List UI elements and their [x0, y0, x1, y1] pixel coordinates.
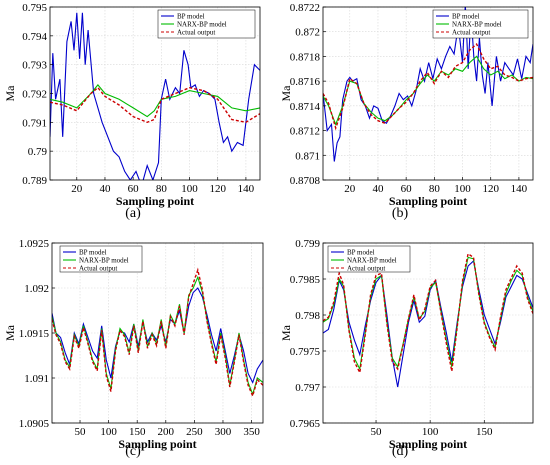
- series-group: [323, 7, 533, 162]
- series-group: [323, 252, 533, 388]
- y-axis-label: Ma: [3, 85, 17, 102]
- y-tick-label: 0.799: [295, 238, 320, 250]
- x-tick-label: 50: [371, 426, 383, 438]
- y-tick-label: 1.0905: [19, 418, 50, 430]
- x-axis-label: Sampling point: [116, 194, 194, 208]
- y-tick-label: 0.795: [22, 2, 47, 14]
- y-tick-label: 0.7985: [290, 274, 321, 286]
- y-tick-label: 0.7975: [290, 346, 321, 358]
- y-tick-label: 1.0915: [19, 328, 50, 340]
- legend-label: NARX-BP model: [347, 257, 397, 265]
- y-axis-label: Ma: [3, 324, 17, 341]
- series-line: [52, 267, 263, 399]
- x-tick-label: 140: [511, 183, 528, 195]
- y-tick-label: 0.8712: [290, 126, 320, 138]
- x-tick-label: 350: [243, 426, 260, 438]
- y-tick-label: 1.091: [24, 373, 49, 385]
- legend-label: BP model: [452, 13, 480, 21]
- x-tick-label: 200: [158, 426, 175, 438]
- y-tick-label: 0.793: [22, 60, 47, 72]
- legend-label: BP model: [177, 13, 205, 21]
- x-tick-label: 140: [238, 183, 255, 195]
- x-tick-label: 20: [71, 183, 83, 195]
- legend-label: Actual output: [177, 29, 215, 37]
- y-tick-label: 0.79: [28, 146, 48, 158]
- legend-label: NARX-BP model: [79, 257, 129, 265]
- y-axis-label: Ma: [279, 324, 293, 341]
- y-tick-label: 0.8718: [290, 51, 321, 63]
- series-line: [323, 42, 533, 131]
- legend-label: Actual output: [452, 29, 490, 37]
- plot-frame: [322, 242, 534, 424]
- x-tick-label: 60: [401, 183, 413, 195]
- y-tick-label: 0.8722: [290, 2, 320, 14]
- y-tick-label: 0.7965: [290, 418, 321, 430]
- y-tick-label: 0.8708: [290, 175, 321, 187]
- panel-caption: (a): [125, 206, 141, 221]
- y-tick-label: 0.8716: [290, 76, 321, 88]
- y-tick-label: 0.8714: [290, 101, 321, 113]
- y-tick-label: 0.794: [22, 31, 47, 43]
- x-tick-label: 60: [128, 183, 140, 195]
- y-tick-label: 0.791: [22, 117, 47, 129]
- legend-label: BP model: [79, 249, 107, 257]
- y-tick-label: 0.797: [295, 382, 320, 394]
- x-tick-label: 20: [344, 183, 356, 195]
- y-tick-label: 0.789: [22, 175, 47, 187]
- x-axis-label: Sampling point: [389, 437, 467, 451]
- legend-label: Actual output: [347, 265, 385, 273]
- legend-label: NARX-BP model: [177, 21, 227, 29]
- plot-frame: [322, 6, 534, 181]
- x-tick-label: 40: [99, 183, 111, 195]
- x-axis-label: Sampling point: [389, 194, 467, 208]
- series-line: [323, 252, 533, 375]
- series-line: [50, 84, 260, 118]
- panel-caption: (b): [392, 206, 409, 221]
- y-tick-label: 0.792: [22, 89, 47, 101]
- series-line: [50, 12, 260, 180]
- x-tick-label: 40: [372, 183, 384, 195]
- series-group: [52, 267, 263, 399]
- y-tick-label: 1.0925: [19, 238, 50, 250]
- x-axis-label: Sampling point: [118, 437, 196, 451]
- x-tick-label: 80: [156, 183, 168, 195]
- chart-panel: 50 100 150 0.7965 0.797 0.7975 0.798 0.7985 0.79…: [279, 238, 534, 459]
- x-tick-label: 120: [209, 183, 226, 195]
- legend-label: NARX-BP model: [452, 21, 502, 29]
- x-tick-label: 150: [129, 426, 146, 438]
- legend-label: Actual output: [79, 265, 117, 273]
- panel-caption: (c): [125, 444, 141, 459]
- x-tick-label: 250: [186, 426, 203, 438]
- legend-label: BP model: [347, 249, 375, 257]
- series-line: [323, 259, 533, 388]
- chart-panel: 20 40 60 80 100 120 140 0.789 0.79 0.791 0.792 0.79…: [3, 2, 261, 221]
- y-tick-label: 0.872: [295, 27, 320, 39]
- x-tick-label: 50: [75, 426, 87, 438]
- x-tick-label: 80: [429, 183, 441, 195]
- x-tick-label: 120: [482, 183, 499, 195]
- y-tick-label: 0.871: [295, 150, 320, 162]
- chart-panel: 50 100 150 200 250 300 350 1.0905 1.091 1.0915 1.0…: [3, 238, 264, 459]
- chart-panel: 20 40 60 80 100 120 140 0.8708 0.871 0.8712 0.8714…: [279, 2, 534, 221]
- panel-caption: (d): [392, 444, 409, 459]
- series-group: [50, 12, 260, 180]
- x-tick-label: 100: [422, 426, 439, 438]
- legend-box: [157, 9, 256, 39]
- series-line: [52, 287, 263, 384]
- x-tick-label: 150: [476, 426, 493, 438]
- y-axis-label: Ma: [279, 85, 293, 102]
- y-tick-label: 0.798: [295, 310, 320, 322]
- x-tick-label: 100: [454, 183, 471, 195]
- x-tick-label: 100: [181, 183, 198, 195]
- y-tick-label: 1.092: [24, 283, 49, 295]
- x-tick-label: 100: [100, 426, 117, 438]
- series-line: [50, 86, 260, 124]
- x-tick-label: 300: [215, 426, 232, 438]
